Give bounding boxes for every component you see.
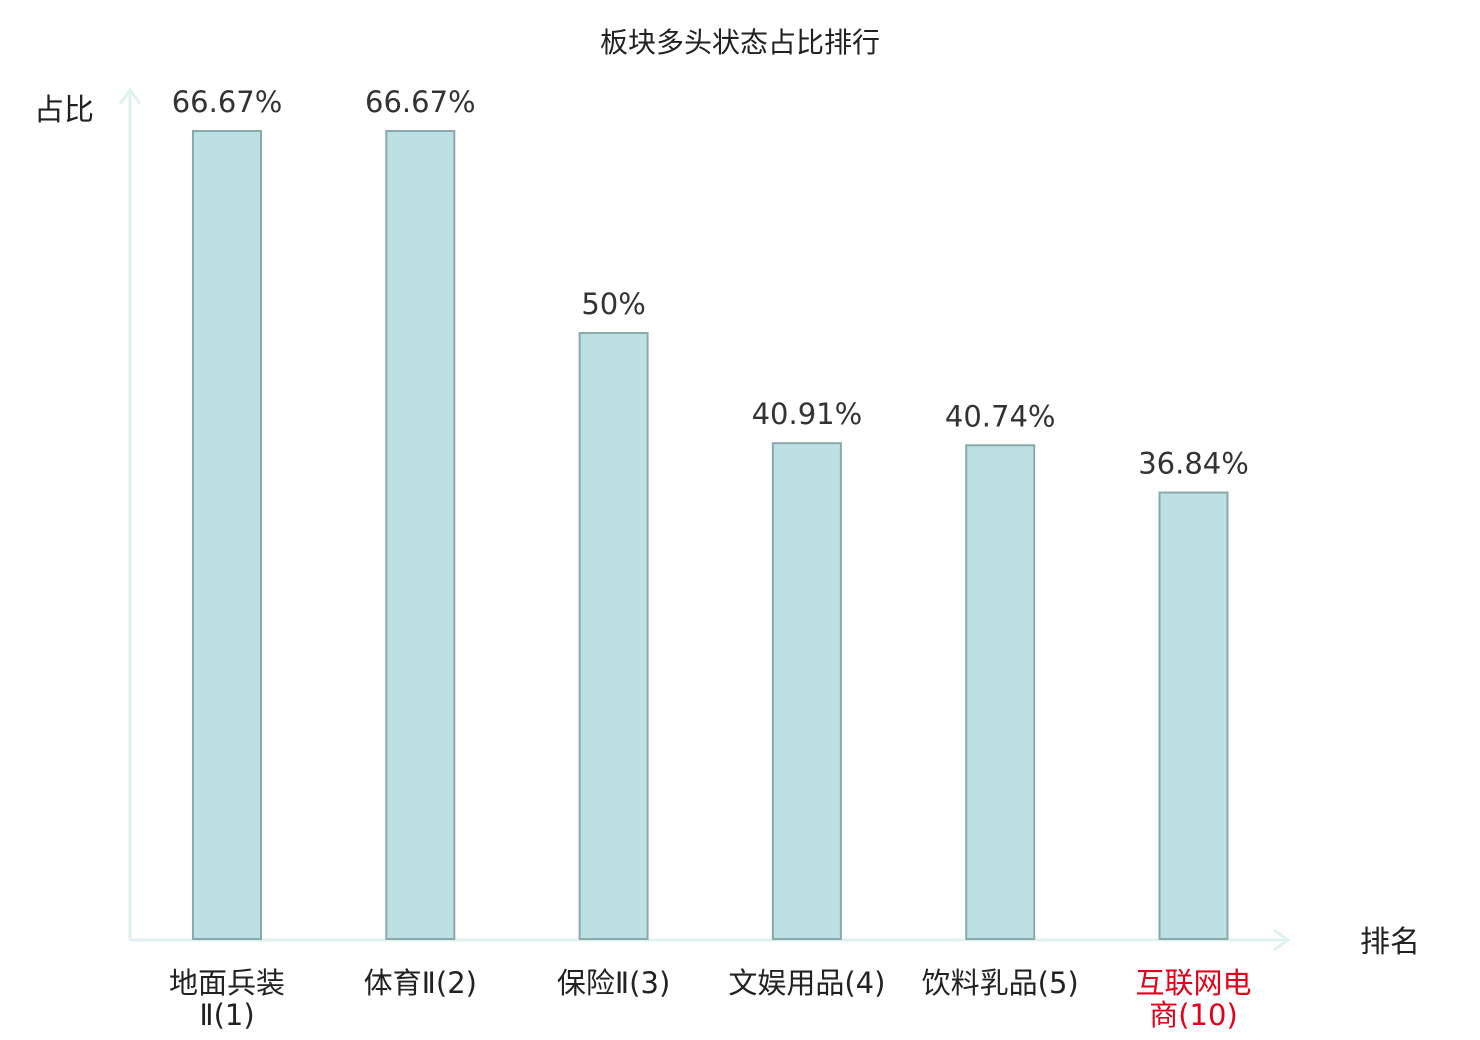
value-label-6: 36.84%: [1138, 447, 1249, 481]
category-label-4: 文娱用品(4): [728, 966, 885, 1000]
bar-2: [385, 130, 456, 940]
category-label-2: 体育Ⅱ(2): [364, 966, 477, 1000]
y-axis: [118, 87, 142, 940]
bar-3: [578, 332, 649, 941]
category-label-line: 互联网电: [1135, 966, 1251, 1000]
category-label-line: 商(10): [1149, 998, 1238, 1032]
category-label-line: 体育Ⅱ(2): [364, 966, 477, 1000]
category-label-line: 地面兵装: [169, 966, 285, 1000]
bars-group: 66.67% 地面兵装 Ⅱ(1) 66.67% 体育Ⅱ(2) 50% 保险Ⅱ(3) 40.91…: [169, 85, 1252, 1032]
x-axis-label: 排名: [1360, 925, 1420, 960]
category-label-5: 饮料乳品(5): [922, 966, 1079, 1000]
value-label-4: 40.91%: [752, 397, 863, 431]
y-axis-label: 占比: [34, 93, 94, 128]
bar-6: [1158, 491, 1229, 940]
category-label-line: 文娱用品(4): [728, 966, 885, 1000]
category-label-line: 饮料乳品(5): [922, 966, 1079, 1000]
category-label-6: 互联网电商(10): [1135, 966, 1251, 1032]
value-label-2: 66.67%: [365, 85, 476, 119]
x-axis: [130, 928, 1291, 952]
value-label-1: 66.67%: [172, 85, 283, 119]
category-label-line: 保险Ⅱ(3): [557, 966, 670, 1000]
value-label-3: 50%: [581, 287, 645, 321]
category-label-line: Ⅱ(1): [199, 998, 254, 1032]
bar-4: [771, 442, 842, 940]
category-label-3: 保险Ⅱ(3): [557, 966, 670, 1000]
value-label-5: 40.74%: [945, 399, 1056, 433]
chart-title: 板块多头状态占比排行: [600, 26, 880, 59]
category-label-1: 地面兵装 Ⅱ(1): [169, 966, 285, 1032]
bar-5: [965, 444, 1036, 940]
bar-1: [192, 130, 262, 940]
